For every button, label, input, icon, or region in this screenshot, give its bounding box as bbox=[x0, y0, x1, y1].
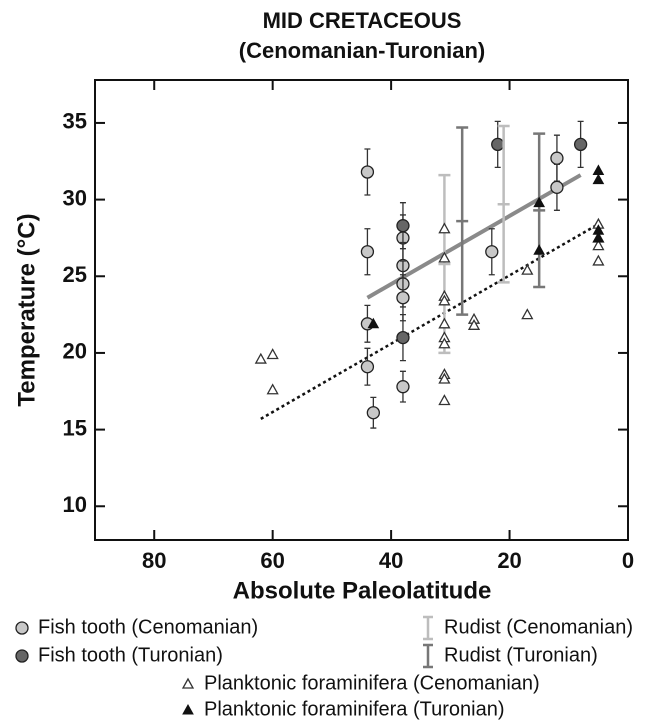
point bbox=[438, 317, 451, 329]
point bbox=[573, 137, 588, 152]
point bbox=[491, 137, 505, 152]
legend-marker bbox=[182, 703, 194, 715]
error-bar bbox=[456, 126, 469, 316]
x-tick-label: 60 bbox=[260, 548, 284, 573]
error-bar bbox=[533, 132, 546, 289]
trend-line bbox=[260, 223, 600, 420]
legend-label: Fish tooth (Cenomanian) bbox=[38, 616, 258, 638]
legend-label: Rudist (Turonian) bbox=[444, 644, 598, 666]
point bbox=[438, 222, 451, 234]
point bbox=[533, 244, 546, 255]
x-tick-label: 0 bbox=[622, 548, 634, 573]
point bbox=[592, 239, 605, 251]
legend-marker bbox=[423, 643, 433, 669]
x-tick-label: 80 bbox=[142, 548, 166, 573]
point bbox=[533, 196, 546, 208]
y-tick-label: 35 bbox=[63, 109, 87, 134]
legend-label: Planktonic foraminifera (Cenomanian) bbox=[204, 672, 540, 694]
y-tick-label: 30 bbox=[63, 185, 87, 210]
point bbox=[360, 360, 375, 374]
chart-subtitle: (Cenomanian-Turonian) bbox=[239, 38, 485, 63]
point bbox=[438, 372, 451, 384]
point bbox=[396, 380, 410, 394]
y-tick-label: 10 bbox=[63, 492, 87, 517]
point bbox=[592, 173, 605, 185]
point bbox=[366, 406, 380, 420]
legend-label: Fish tooth (Turonian) bbox=[38, 644, 223, 666]
point bbox=[266, 383, 279, 395]
legend-marker bbox=[181, 677, 195, 689]
legend-marker bbox=[15, 621, 29, 635]
y-tick-label: 20 bbox=[63, 339, 87, 364]
point bbox=[521, 308, 534, 320]
x-axis-label: Absolute Paleolatitude bbox=[233, 577, 492, 604]
point bbox=[396, 291, 410, 305]
y-tick-label: 25 bbox=[63, 262, 87, 287]
y-tick-label: 15 bbox=[63, 415, 87, 440]
chart-title: MID CRETACEOUS bbox=[263, 8, 462, 33]
point bbox=[367, 317, 380, 329]
x-tick-label: 20 bbox=[497, 548, 521, 573]
point bbox=[467, 318, 481, 330]
plot-frame bbox=[94, 79, 629, 541]
point bbox=[592, 164, 605, 175]
error-bar bbox=[438, 173, 451, 355]
point bbox=[438, 294, 451, 306]
point bbox=[266, 348, 279, 360]
point bbox=[438, 251, 451, 263]
point bbox=[438, 337, 451, 349]
y-axis-label: Temperature (°C) bbox=[13, 213, 40, 406]
legend-marker bbox=[15, 649, 29, 663]
point bbox=[438, 394, 451, 406]
point bbox=[592, 231, 605, 243]
legend-label: Rudist (Cenomanian) bbox=[444, 616, 633, 638]
point bbox=[254, 352, 267, 364]
legend-marker bbox=[423, 615, 433, 641]
point bbox=[396, 219, 410, 233]
point bbox=[396, 330, 410, 345]
legend-label: Planktonic foraminifera (Turonian) bbox=[204, 698, 505, 720]
point bbox=[550, 151, 564, 165]
point bbox=[485, 245, 499, 259]
point bbox=[360, 245, 375, 259]
error-bar bbox=[497, 124, 510, 284]
x-tick-label: 40 bbox=[379, 548, 403, 573]
point bbox=[521, 263, 534, 275]
point bbox=[360, 165, 375, 179]
point bbox=[550, 180, 564, 194]
point bbox=[592, 254, 605, 266]
